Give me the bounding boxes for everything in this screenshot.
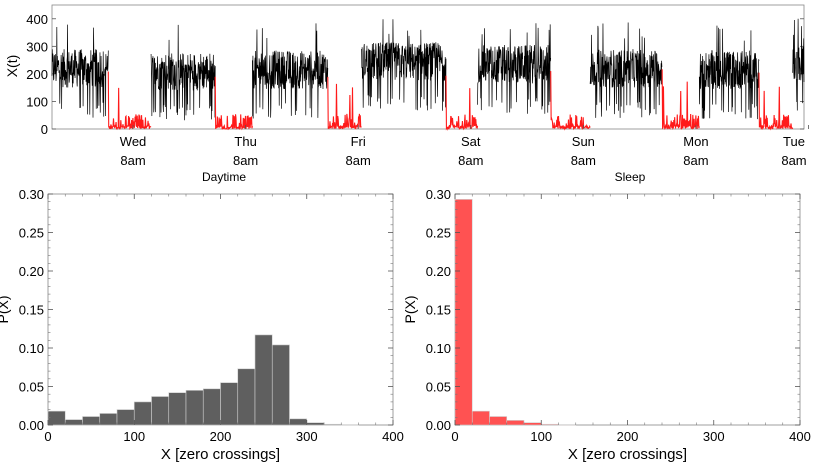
histogram-bar — [168, 392, 187, 426]
ts-time-label: 8am — [571, 153, 596, 168]
histogram-bar — [289, 418, 308, 426]
histogram-bar — [558, 424, 577, 426]
histogram-bar — [47, 410, 66, 426]
daytime-histogram: 0.00 0.05 0.10 0.15 0.20 0.25 0.30 0 100 200 300 40… — [0, 187, 404, 463]
histogram-y-label: P(X) — [402, 296, 418, 324]
sleep-trace-segment — [107, 71, 152, 131]
ts-day-label: Tue — [783, 134, 805, 149]
ts-y-tick-label: 0 — [41, 122, 48, 137]
histogram-bar — [64, 419, 83, 426]
histogram-bar — [306, 422, 325, 426]
histogram-bar — [237, 368, 256, 426]
histogram-bar — [116, 409, 135, 426]
histogram-y-tick-label: 0.05 — [19, 380, 44, 395]
histogram-y-tick-label: 0.15 — [426, 303, 451, 318]
sleep-trace-segment — [758, 72, 794, 131]
histogram-bar — [540, 423, 559, 426]
histogram-x-label: X [zero crossings] — [161, 446, 280, 463]
histogram-x-tick-label: 100 — [123, 429, 145, 444]
ts-day-label: Sat — [461, 134, 481, 149]
histogram-x-tick-label: 400 — [382, 429, 404, 444]
daytime-trace-segment — [252, 23, 329, 119]
histogram-y-tick-label: 0.05 — [426, 380, 451, 395]
sleep-trace-segment — [550, 71, 591, 131]
histogram-x-tick-label: 0 — [451, 429, 458, 444]
time-series-panel: 0 100 200 300 400 Wed 8am Thu 8am Fri 8am Sat 8am Su… — [4, 4, 809, 168]
ts-day-label: Sun — [572, 134, 595, 149]
histogram-bar — [271, 344, 290, 426]
histogram-x-tick-label: 200 — [210, 429, 232, 444]
ts-day-label: Mon — [683, 134, 708, 149]
histogram-y-tick-label: 0.10 — [19, 341, 44, 356]
time-series-y-label: X(t) — [4, 55, 20, 78]
histogram-x-tick-label: 400 — [789, 429, 811, 444]
daytime-trace-segment — [361, 19, 447, 111]
histogram-bar — [82, 416, 101, 426]
ts-y-tick-label: 100 — [26, 94, 48, 109]
histogram-bar — [471, 410, 490, 426]
sleep-histogram: 0.00 0.05 0.10 0.15 0.20 0.25 0.30 0 100 200 300 40… — [402, 187, 811, 463]
histogram-x-tick-label: 300 — [703, 429, 725, 444]
daytime-trace-segment — [150, 24, 216, 121]
histogram-bar — [489, 416, 508, 426]
histogram-y-tick-label: 0.00 — [426, 418, 451, 433]
histogram-frame — [454, 193, 801, 426]
time-series-day-labels: Wed 8am Thu 8am Fri 8am Sat 8am Sun 8am Mon 8am Tue 8… — [120, 125, 809, 168]
daytime-trace-segment — [792, 18, 805, 111]
ts-time-label: 8am — [120, 153, 145, 168]
daytime-trace-segment — [477, 23, 552, 114]
histogram-y-tick-label: 0.25 — [426, 226, 451, 241]
ts-day-label: Thu — [234, 134, 256, 149]
histogram-bar — [254, 334, 273, 426]
ts-time-label: 8am — [683, 153, 708, 168]
histogram-x-tick-label: 100 — [530, 429, 552, 444]
histogram-y-tick-label: 0.00 — [19, 418, 44, 433]
sleep-panel-title: Sleep — [615, 170, 646, 184]
histogram-x-tick-label: 200 — [617, 429, 639, 444]
histogram-y-tick-label: 0.30 — [19, 187, 44, 202]
ts-time-label: 8am — [233, 153, 258, 168]
daytime-trace-segment — [51, 24, 109, 118]
ts-time-label: 8am — [346, 153, 371, 168]
histogram-x-tick-label: 0 — [44, 429, 51, 444]
sleep-trace-segment — [661, 69, 700, 131]
ts-day-label: Fri — [351, 134, 366, 149]
sleep-trace-segment — [445, 75, 479, 131]
histogram-y-tick-label: 0.20 — [19, 264, 44, 279]
histogram-bar — [340, 424, 359, 426]
ts-y-tick-label: 300 — [26, 39, 48, 54]
daytime-trace-segment — [589, 22, 663, 118]
histogram-bar — [323, 423, 342, 426]
ts-time-label: 8am — [781, 153, 806, 168]
daytime-trace-segment — [698, 25, 760, 120]
ts-y-tick-label: 400 — [26, 12, 48, 27]
histogram-bar — [220, 382, 239, 426]
histogram-bar — [99, 413, 118, 426]
ts-y-tick-label: 200 — [26, 67, 48, 82]
histogram-bar — [506, 420, 525, 426]
histogram-y-tick-label: 0.25 — [19, 226, 44, 241]
histogram-bar — [151, 396, 170, 426]
histogram-y-tick-label: 0.15 — [19, 303, 44, 318]
histogram-y-label: P(X) — [0, 296, 11, 324]
sleep-trace-segment — [327, 76, 362, 130]
histogram-bar — [133, 401, 152, 426]
histogram-x-tick-label: 300 — [296, 429, 318, 444]
sleep-trace-segment — [214, 76, 253, 131]
daytime-panel-title: Daytime — [202, 170, 246, 184]
histogram-bar — [523, 422, 542, 426]
time-series-traces — [51, 18, 805, 131]
ts-day-label: Wed — [120, 134, 147, 149]
ts-time-label: 8am — [458, 153, 483, 168]
histogram-y-tick-label: 0.30 — [426, 187, 451, 202]
histogram-x-label: X [zero crossings] — [568, 446, 687, 463]
histogram-bar — [202, 388, 221, 426]
histogram-y-tick-label: 0.10 — [426, 341, 451, 356]
histogram-bar — [454, 199, 473, 426]
histogram-y-tick-label: 0.20 — [426, 264, 451, 279]
histogram-bar — [185, 390, 204, 426]
